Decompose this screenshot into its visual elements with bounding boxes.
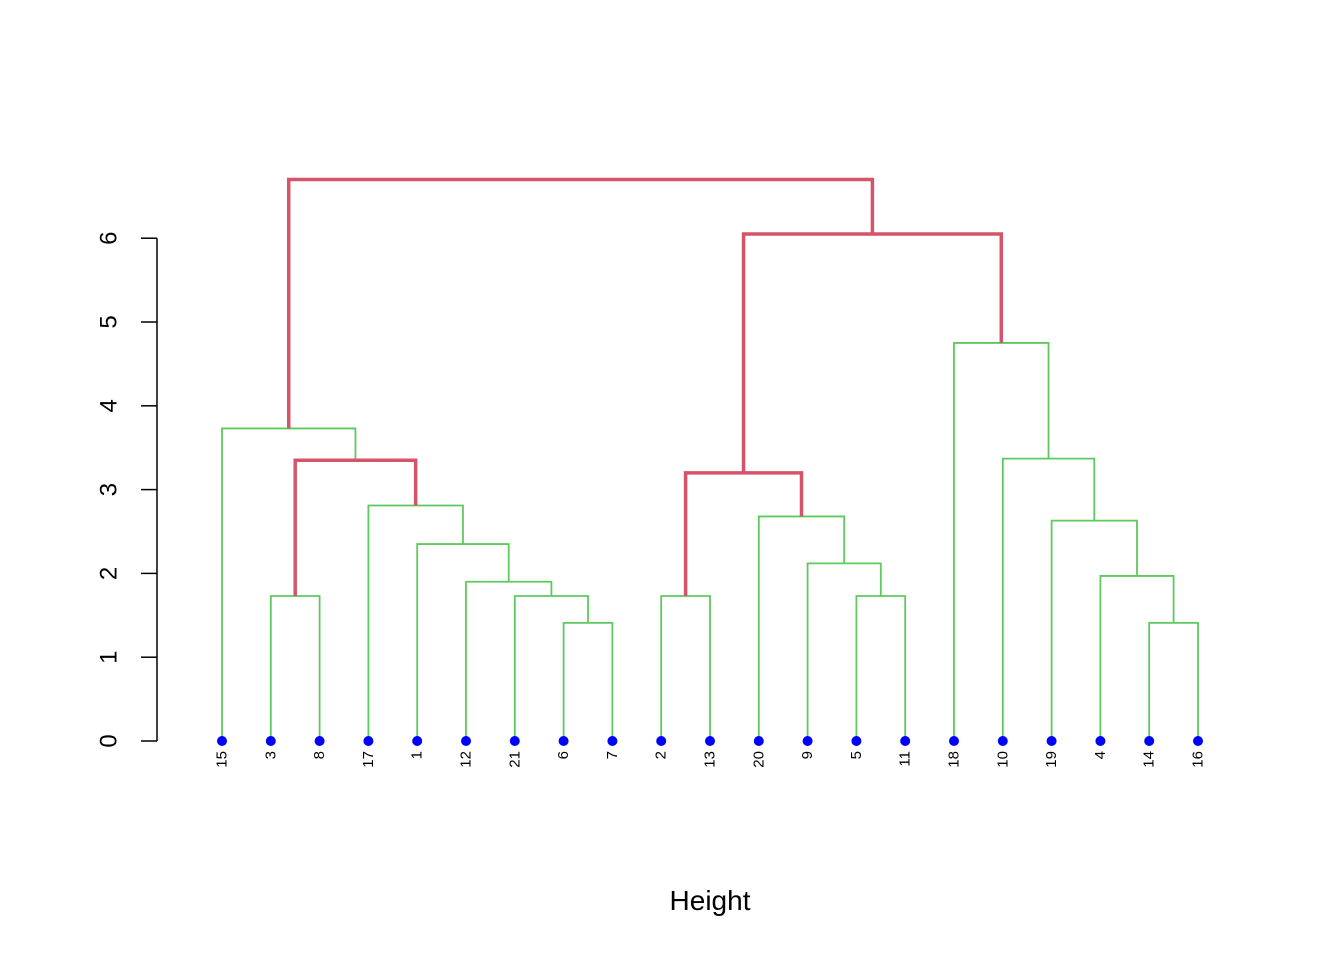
leaf-label-16: 16 (1190, 751, 1207, 768)
leaf-point-19 (1046, 736, 1057, 746)
branch-L (757, 515, 846, 741)
y-axis: 0 1 2 3 4 5 6 (96, 232, 158, 748)
branch-S (741, 232, 1004, 473)
leaf-point-13 (705, 736, 715, 746)
leaf-label-5: 5 (848, 751, 865, 759)
leaf-label-7: 7 (604, 751, 621, 759)
leaf-point-10 (997, 736, 1008, 746)
leaf-point-12 (461, 736, 471, 746)
branch-O (293, 458, 418, 597)
leaf-label-2: 2 (653, 751, 670, 759)
leaf-point-9 (802, 736, 813, 746)
y-tick-label: 5 (96, 315, 123, 328)
leaf-nodes: 15 3 8 17 1 12 21 6 7 2 13 20 9 5 11 18 10 19 4 14 16 (214, 736, 1207, 768)
branch-Q (221, 427, 357, 741)
y-tick-label: 4 (96, 399, 123, 412)
leaf-label-10: 10 (994, 751, 1011, 768)
branch-F (855, 595, 907, 741)
leaf-label-8: 8 (311, 751, 328, 759)
leaf-point-3 (265, 736, 276, 746)
leaf-point-17 (363, 736, 374, 746)
leaf-label-20: 20 (750, 751, 767, 768)
leaf-point-20 (753, 736, 764, 746)
leaf-label-13: 13 (702, 751, 719, 768)
leaf-label-17: 17 (360, 751, 377, 768)
branch-R (953, 342, 1050, 741)
y-tick-label: 3 (96, 483, 123, 496)
leaf-point-5 (851, 736, 862, 746)
y-tick-label: 2 (96, 567, 123, 580)
leaf-point-6 (558, 736, 569, 746)
branch-M (367, 504, 464, 741)
leaf-label-14: 14 (1141, 751, 1158, 768)
leaf-label-12: 12 (458, 751, 475, 768)
branch-N (683, 471, 804, 597)
branch-I (806, 562, 882, 741)
branch-G (465, 580, 553, 741)
branch-J (416, 543, 510, 741)
y-tick-label: 6 (96, 232, 123, 245)
leaf-label-9: 9 (799, 751, 816, 759)
leaf-point-15 (217, 736, 227, 746)
branch-P (1001, 457, 1096, 741)
leaf-label-1: 1 (409, 751, 426, 759)
leaf-point-21 (509, 736, 520, 746)
x-axis-title: Height (670, 885, 751, 916)
branch-D (513, 595, 589, 741)
leaf-label-6: 6 (555, 751, 572, 759)
leaf-point-7 (607, 736, 618, 746)
leaf-label-3: 3 (262, 751, 279, 759)
branch-B (1148, 621, 1199, 741)
branch-H (1099, 575, 1175, 741)
branch-A (562, 621, 614, 741)
leaf-label-21: 21 (506, 751, 523, 768)
leaf-label-11: 11 (897, 751, 914, 767)
leaf-point-16 (1193, 736, 1203, 746)
leaf-point-18 (949, 736, 959, 746)
y-tick-label: 1 (96, 651, 123, 664)
leaf-point-1 (412, 736, 423, 746)
branch-T (286, 177, 875, 429)
leaf-point-8 (314, 736, 325, 746)
leaf-label-18: 18 (946, 751, 963, 768)
branch-C (269, 595, 321, 741)
y-tick-label: 0 (96, 734, 123, 747)
leaf-point-11 (900, 736, 911, 746)
leaf-point-4 (1095, 736, 1106, 746)
leaf-label-4: 4 (1092, 751, 1109, 759)
leaf-point-14 (1144, 736, 1155, 746)
dendrogram-branches (221, 177, 1199, 741)
branch-E (660, 595, 711, 741)
branch-K (1050, 519, 1138, 741)
leaf-label-19: 19 (1043, 751, 1060, 768)
leaf-point-2 (656, 736, 667, 746)
leaf-label-15: 15 (214, 751, 231, 768)
